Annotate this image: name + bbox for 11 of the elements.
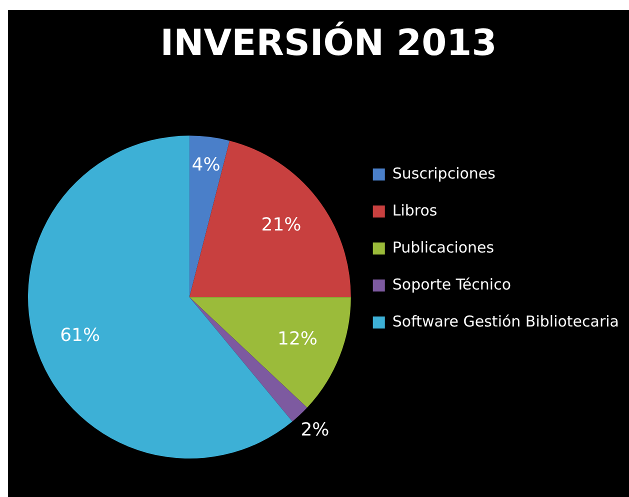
legend-label: Software Gestión Bibliotecaria (392, 312, 620, 330)
chart-title: INVERSIÓN 2013 (160, 20, 497, 64)
legend-label: Libros (392, 201, 438, 220)
data-label: 12% (278, 328, 318, 350)
data-label: 21% (261, 214, 302, 236)
data-label: 61% (60, 325, 100, 346)
data-label: 2% (300, 419, 330, 440)
legend-label: Publicaciones (392, 238, 494, 256)
legend-label: Soporte Técnico (392, 275, 512, 294)
data-label: 4% (192, 154, 220, 176)
legend-label: Suscripciones (392, 164, 496, 182)
